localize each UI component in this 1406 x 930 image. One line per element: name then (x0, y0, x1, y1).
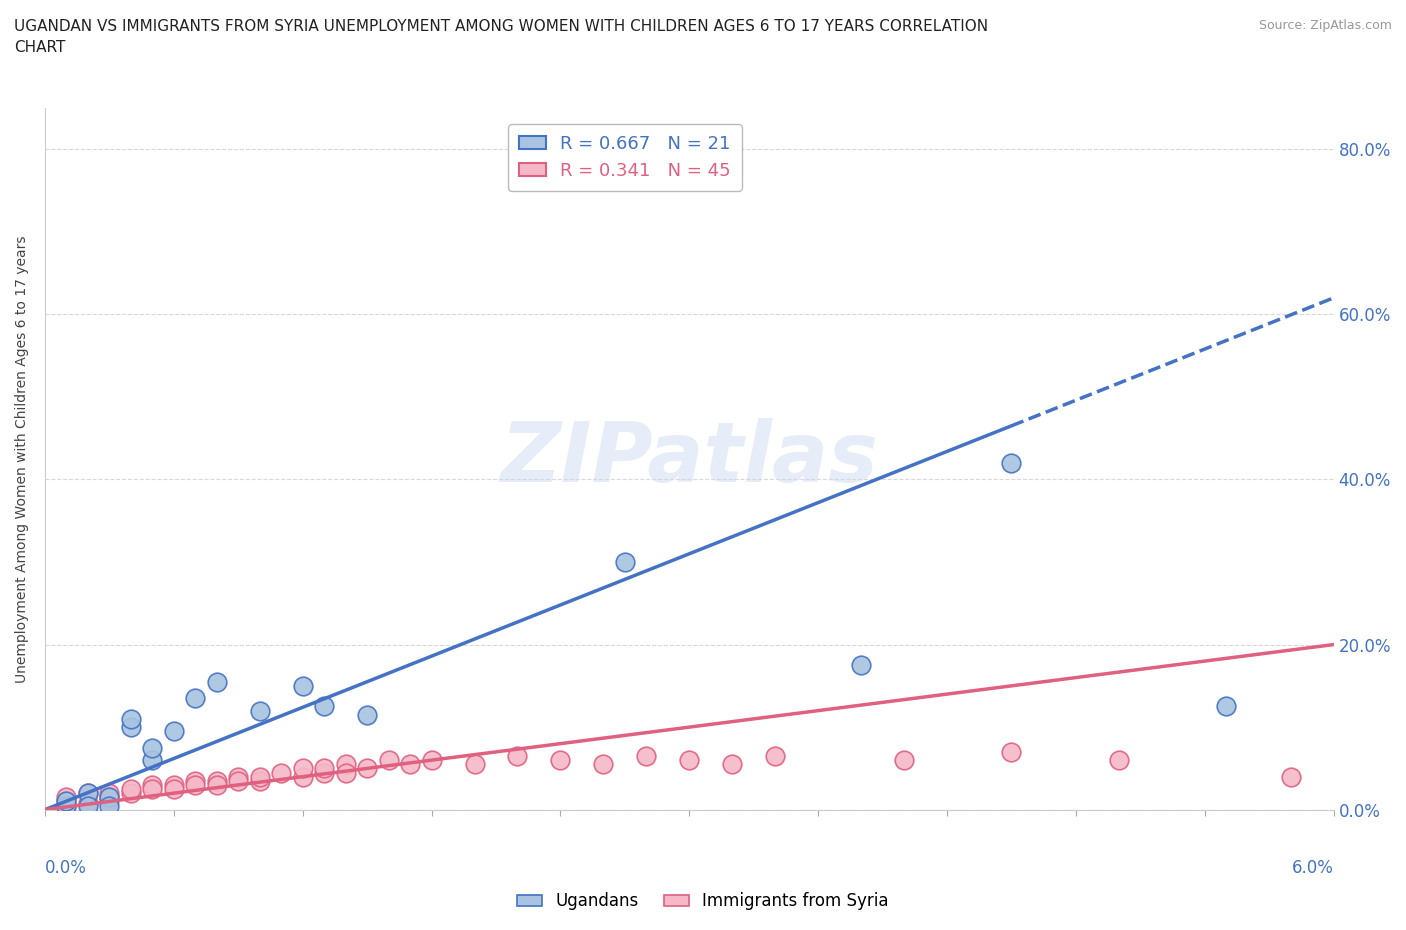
Point (399, 757, 422, 772)
Point (249, 703, 271, 718)
Point (464, 757, 486, 772)
Point (77, 786, 100, 801)
Point (163, 724, 186, 738)
Point (205, 674, 228, 689)
Point (721, 757, 744, 772)
Point (291, 678, 314, 693)
Point (356, 761, 378, 776)
Point (120, 711, 142, 726)
Point (1279, 769, 1302, 784)
Text: ZIPatlas: ZIPatlas (501, 418, 879, 499)
Point (270, 765, 292, 780)
Point (314, 699, 336, 714)
Point (356, 708, 378, 723)
Text: UGANDAN VS IMMIGRANTS FROM SYRIA UNEMPLOYMENT AMONG WOMEN WITH CHILDREN AGES 6 T: UGANDAN VS IMMIGRANTS FROM SYRIA UNEMPLO… (14, 19, 988, 55)
Point (141, 752, 163, 767)
Point (163, 781, 186, 796)
Point (55, 794, 77, 809)
Point (377, 752, 399, 767)
Point (205, 777, 228, 792)
Point (98, 790, 121, 804)
Point (120, 781, 142, 796)
Point (184, 691, 207, 706)
Point (205, 774, 228, 789)
Point (613, 554, 636, 569)
Point (636, 749, 658, 764)
Point (1000, 456, 1022, 471)
Point (1215, 699, 1237, 714)
Text: 0.0%: 0.0% (45, 858, 87, 877)
Point (1000, 744, 1022, 759)
Point (98, 798, 121, 813)
Point (98, 786, 121, 801)
Point (314, 761, 336, 776)
Text: 6.0%: 6.0% (1292, 858, 1334, 877)
Y-axis label: Unemployment Among Women with Children Ages 6 to 17 years: Unemployment Among Women with Children A… (15, 235, 30, 683)
Point (98, 790, 121, 804)
Point (141, 781, 163, 796)
Point (163, 777, 186, 792)
Point (249, 769, 271, 784)
Point (420, 752, 443, 767)
Point (141, 740, 163, 755)
Point (592, 757, 614, 772)
Point (55, 798, 77, 813)
Point (335, 757, 357, 772)
Point (291, 769, 314, 784)
Point (77, 786, 100, 801)
Point (506, 749, 529, 764)
Point (55, 798, 77, 813)
Point (1108, 752, 1130, 767)
Point (291, 761, 314, 776)
Point (77, 798, 100, 813)
Point (141, 777, 163, 792)
Point (893, 752, 915, 767)
Point (678, 752, 700, 767)
Point (120, 720, 142, 735)
Point (849, 658, 872, 672)
Point (55, 794, 77, 809)
Legend: Ugandans, Immigrants from Syria: Ugandans, Immigrants from Syria (510, 885, 896, 917)
Point (120, 786, 142, 801)
Text: Source: ZipAtlas.com: Source: ZipAtlas.com (1258, 19, 1392, 32)
Point (314, 765, 336, 780)
Point (184, 774, 207, 789)
Point (226, 769, 249, 784)
Point (550, 752, 572, 767)
Point (55, 790, 77, 804)
Point (226, 774, 249, 789)
Point (249, 774, 271, 789)
Point (77, 796, 100, 811)
Point (763, 749, 786, 764)
Point (184, 777, 207, 792)
Point (335, 765, 357, 780)
Legend: R = 0.667   N = 21, R = 0.341   N = 45: R = 0.667 N = 21, R = 0.341 N = 45 (508, 124, 742, 191)
Point (98, 794, 121, 809)
